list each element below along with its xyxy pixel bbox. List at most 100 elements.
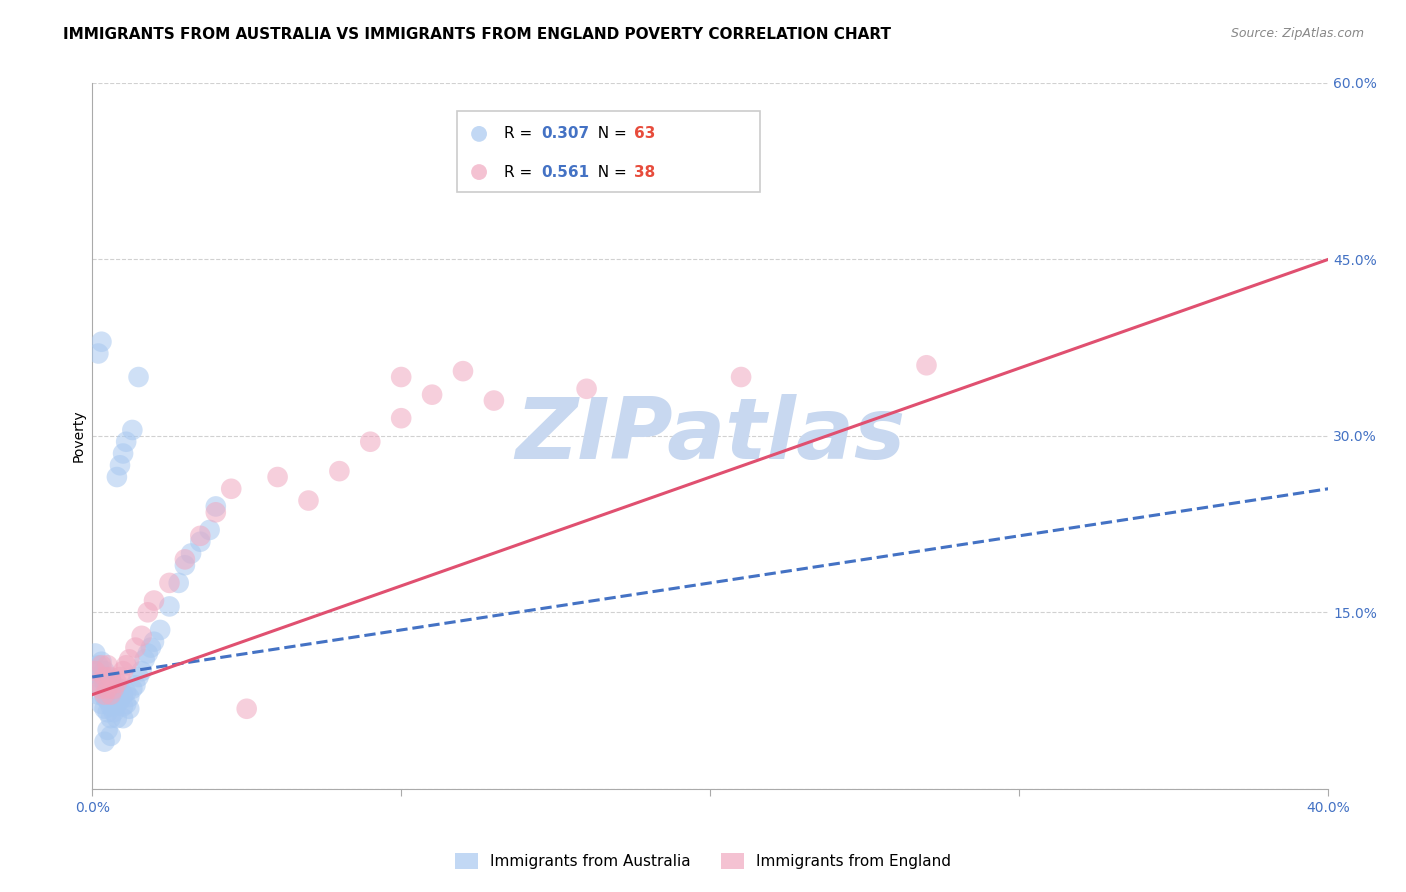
Point (359, 434, 381, 449)
Point (84, 647, 107, 661)
Point (159, 599, 181, 614)
Point (93, 702, 115, 716)
Point (100, 673, 122, 688)
Point (105, 697, 128, 711)
Point (108, 693, 131, 707)
Point (93, 690, 115, 704)
Point (121, 681, 143, 696)
Point (84, 664, 107, 678)
Point (103, 681, 125, 696)
Point (575, 382, 598, 396)
Point (328, 464, 350, 478)
Point (124, 678, 146, 692)
Point (93, 735, 115, 749)
Text: R =: R = (503, 164, 537, 179)
Point (131, 629, 153, 643)
Point (90, 681, 112, 696)
Point (134, 652, 156, 666)
Legend: Immigrants from Australia, Immigrants from England: Immigrants from Australia, Immigrants fr… (449, 847, 957, 875)
FancyBboxPatch shape (457, 112, 759, 193)
Point (188, 534, 211, 549)
Text: IMMIGRANTS FROM AUSTRALIA VS IMMIGRANTS FROM ENGLAND POVERTY CORRELATION CHART: IMMIGRANTS FROM AUSTRALIA VS IMMIGRANTS … (63, 27, 891, 42)
Point (219, 482, 242, 496)
Point (204, 500, 226, 514)
Point (97, 681, 120, 696)
Point (90, 658, 112, 673)
Point (915, 358, 938, 372)
Text: 0.561: 0.561 (541, 164, 589, 179)
Y-axis label: Poverty: Poverty (72, 409, 86, 462)
Point (100, 688, 122, 702)
Point (97, 681, 120, 696)
Point (180, 546, 202, 560)
Point (87, 346, 110, 360)
Point (139, 640, 162, 655)
Point (118, 652, 141, 666)
Point (108, 681, 131, 696)
Point (87, 688, 110, 702)
Point (90, 678, 112, 692)
Text: N =: N = (588, 164, 631, 179)
Point (100, 699, 122, 714)
Text: N =: N = (588, 127, 631, 142)
Point (97, 706, 120, 720)
Point (90, 655, 112, 669)
Point (115, 434, 138, 449)
Point (136, 647, 159, 661)
Point (482, 393, 505, 408)
Point (198, 523, 221, 537)
Point (100, 729, 122, 743)
Point (118, 702, 141, 716)
Point (97, 723, 120, 737)
Point (93, 688, 115, 702)
Point (105, 685, 128, 699)
Point (115, 658, 138, 673)
Point (167, 575, 190, 590)
Point (84, 664, 107, 678)
Point (149, 623, 172, 637)
Point (103, 690, 125, 704)
Point (100, 688, 122, 702)
Text: Source: ZipAtlas.com: Source: ZipAtlas.com (1230, 27, 1364, 40)
Point (115, 685, 138, 699)
Point (90, 670, 112, 684)
Point (103, 706, 125, 720)
Point (93, 670, 115, 684)
Point (131, 664, 153, 678)
Point (87, 670, 110, 684)
Text: 38: 38 (634, 164, 655, 179)
Text: ZIPatlas: ZIPatlas (515, 394, 905, 477)
Point (87, 676, 110, 690)
Point (730, 370, 752, 384)
Point (90, 334, 112, 349)
Point (112, 688, 135, 702)
Point (112, 446, 135, 460)
Text: R =: R = (503, 127, 537, 142)
Point (103, 678, 125, 692)
Point (115, 697, 138, 711)
Point (112, 664, 135, 678)
Point (420, 387, 443, 401)
Point (266, 470, 288, 484)
Point (136, 605, 159, 619)
Point (128, 370, 150, 384)
Point (93, 676, 115, 690)
Point (97, 658, 120, 673)
Point (105, 711, 128, 725)
Point (108, 670, 131, 684)
Point (389, 411, 412, 425)
Point (90, 697, 112, 711)
Point (97, 693, 120, 707)
Point (100, 670, 122, 684)
Point (173, 558, 195, 573)
Point (451, 364, 474, 378)
Point (188, 529, 211, 543)
Point (143, 593, 166, 607)
Point (297, 493, 319, 508)
Point (128, 670, 150, 684)
Point (105, 470, 128, 484)
Point (204, 505, 226, 519)
Point (108, 458, 131, 473)
Point (159, 575, 181, 590)
Point (235, 702, 257, 716)
